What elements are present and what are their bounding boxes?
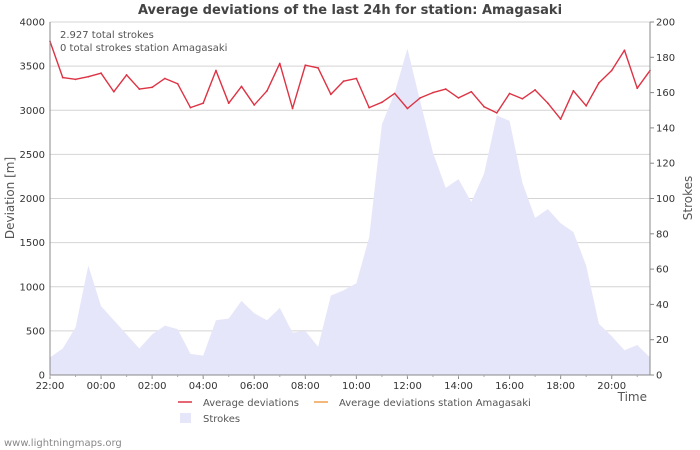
average-deviations-point: [74, 78, 77, 81]
average-deviations-point: [559, 118, 562, 120]
average-deviations-point: [240, 85, 243, 88]
average-deviations-point: [636, 87, 639, 90]
average-deviations-point: [317, 66, 319, 69]
average-deviations-point: [266, 89, 268, 92]
strokes-area-layer: [50, 48, 650, 375]
x-axis-ticks: 22:00 00:00 02:00 04:00 06:00 08:00 10:00 12:00…: [36, 375, 638, 392]
y2-tick-label: 100: [656, 194, 675, 205]
y2-tick-label: 20: [656, 335, 669, 346]
y2-tick-label: 200: [656, 18, 675, 29]
average-deviations-point: [381, 101, 383, 104]
average-deviations-point: [495, 111, 498, 114]
y2-tick-label: 140: [656, 123, 675, 134]
y2-axis-label: Strokes: [681, 176, 695, 221]
y-tick-label: 1500: [20, 238, 45, 249]
x-tick-label: 02:00: [138, 381, 167, 392]
average-deviations-point: [610, 69, 613, 72]
strokes-area: [50, 48, 650, 375]
average-deviations-line: [49, 41, 651, 120]
average-deviations-point: [112, 90, 115, 93]
average-deviations-point: [138, 88, 141, 90]
y-tick-label: 4000: [20, 18, 45, 29]
y-tick-label: 3000: [20, 106, 45, 117]
y2-tick-label: 160: [656, 88, 675, 99]
y2-tick-label: 180: [656, 53, 675, 64]
total-strokes-note: 2.927 total strokes: [60, 30, 154, 41]
average-deviations-point: [534, 89, 537, 91]
average-deviations-point: [432, 91, 434, 94]
average-deviations-point: [61, 76, 64, 79]
y2-tick-label: 60: [656, 265, 669, 276]
average-deviations-point: [125, 74, 128, 76]
average-deviations-point: [521, 97, 524, 100]
x-tick-label: 10:00: [342, 381, 371, 392]
average-deviations-point: [355, 77, 358, 80]
legend: Average deviations Average deviations st…: [178, 398, 531, 425]
y-tick-label: 2000: [20, 194, 45, 205]
average-deviations-point: [253, 104, 256, 106]
average-deviations-point: [278, 62, 281, 65]
average-deviations-point: [393, 92, 396, 95]
average-deviations-point: [585, 104, 588, 107]
y-tick-label: 2500: [20, 150, 45, 161]
average-deviations-point: [151, 86, 154, 89]
legend-label-average-deviations: Average deviations: [203, 398, 299, 409]
average-deviations-point: [227, 102, 230, 105]
x-tick-label: 12:00: [393, 381, 422, 392]
y2-tick-label: 40: [656, 300, 669, 311]
y2-tick-label: 0: [656, 371, 662, 382]
average-deviations-point: [176, 82, 179, 85]
average-deviations-point: [291, 107, 294, 110]
average-deviations-point: [342, 80, 345, 83]
average-deviations-point: [406, 107, 409, 110]
x-tick-label: 04:00: [189, 381, 218, 392]
average-deviations-point: [444, 88, 447, 90]
x-tick-label: 06:00: [240, 381, 269, 392]
average-deviations-point: [623, 49, 626, 52]
y-tick-label: 0: [39, 371, 45, 382]
x-tick-label: 16:00: [495, 381, 524, 392]
chart-title: Average deviations of the last 24h for s…: [138, 3, 562, 18]
average-deviations-point: [100, 72, 102, 75]
deviation-line-layer: [49, 40, 651, 120]
station-strokes-note: 0 total strokes station Amagasaki: [60, 43, 227, 54]
average-deviations-point: [546, 102, 549, 105]
average-deviations-point: [508, 92, 511, 95]
left-axis-ticks: 0 500 1000 1500 2000 2500 3000 3500 4000: [20, 18, 45, 382]
y-tick-label: 3500: [20, 62, 45, 73]
x-tick-label: 20:00: [597, 381, 626, 392]
x-axis-label: Time: [617, 390, 647, 404]
average-deviations-point: [163, 77, 166, 80]
y-tick-label: 500: [26, 326, 45, 337]
y-tick-label: 1000: [20, 282, 45, 293]
gridlines: [50, 21, 650, 376]
average-deviations-point: [483, 105, 485, 108]
legend-label-strokes: Strokes: [203, 414, 240, 425]
average-deviations-point: [202, 102, 205, 105]
y-axis-label: Deviation [m]: [3, 157, 17, 239]
average-deviations-point: [572, 89, 575, 92]
legend-label-station-deviations: Average deviations station Amagasaki: [339, 398, 531, 409]
average-deviations-point: [215, 69, 217, 72]
average-deviations-point: [598, 81, 600, 84]
average-deviations-point: [419, 96, 422, 99]
x-tick-label: 00:00: [87, 381, 116, 392]
average-deviations-point: [470, 90, 473, 93]
average-deviations-point: [368, 106, 371, 109]
y2-tick-label: 120: [656, 159, 675, 170]
average-deviations-point: [304, 64, 307, 67]
right-axis-ticks: 0 20 40 60 80 100 120 140 160 180 200: [650, 18, 675, 382]
average-deviations-point: [87, 75, 90, 78]
average-deviations-point: [189, 106, 192, 109]
y2-tick-label: 80: [656, 229, 669, 240]
x-tick-label: 14:00: [444, 381, 473, 392]
x-tick-label: 22:00: [36, 381, 65, 392]
average-deviations-point: [329, 93, 332, 96]
x-tick-label: 18:00: [546, 381, 575, 392]
legend-swatch-strokes: [180, 413, 191, 423]
footer-credit: www.lightningmaps.org: [4, 438, 122, 449]
x-tick-label: 08:00: [291, 381, 320, 392]
average-deviations-point: [457, 96, 460, 99]
